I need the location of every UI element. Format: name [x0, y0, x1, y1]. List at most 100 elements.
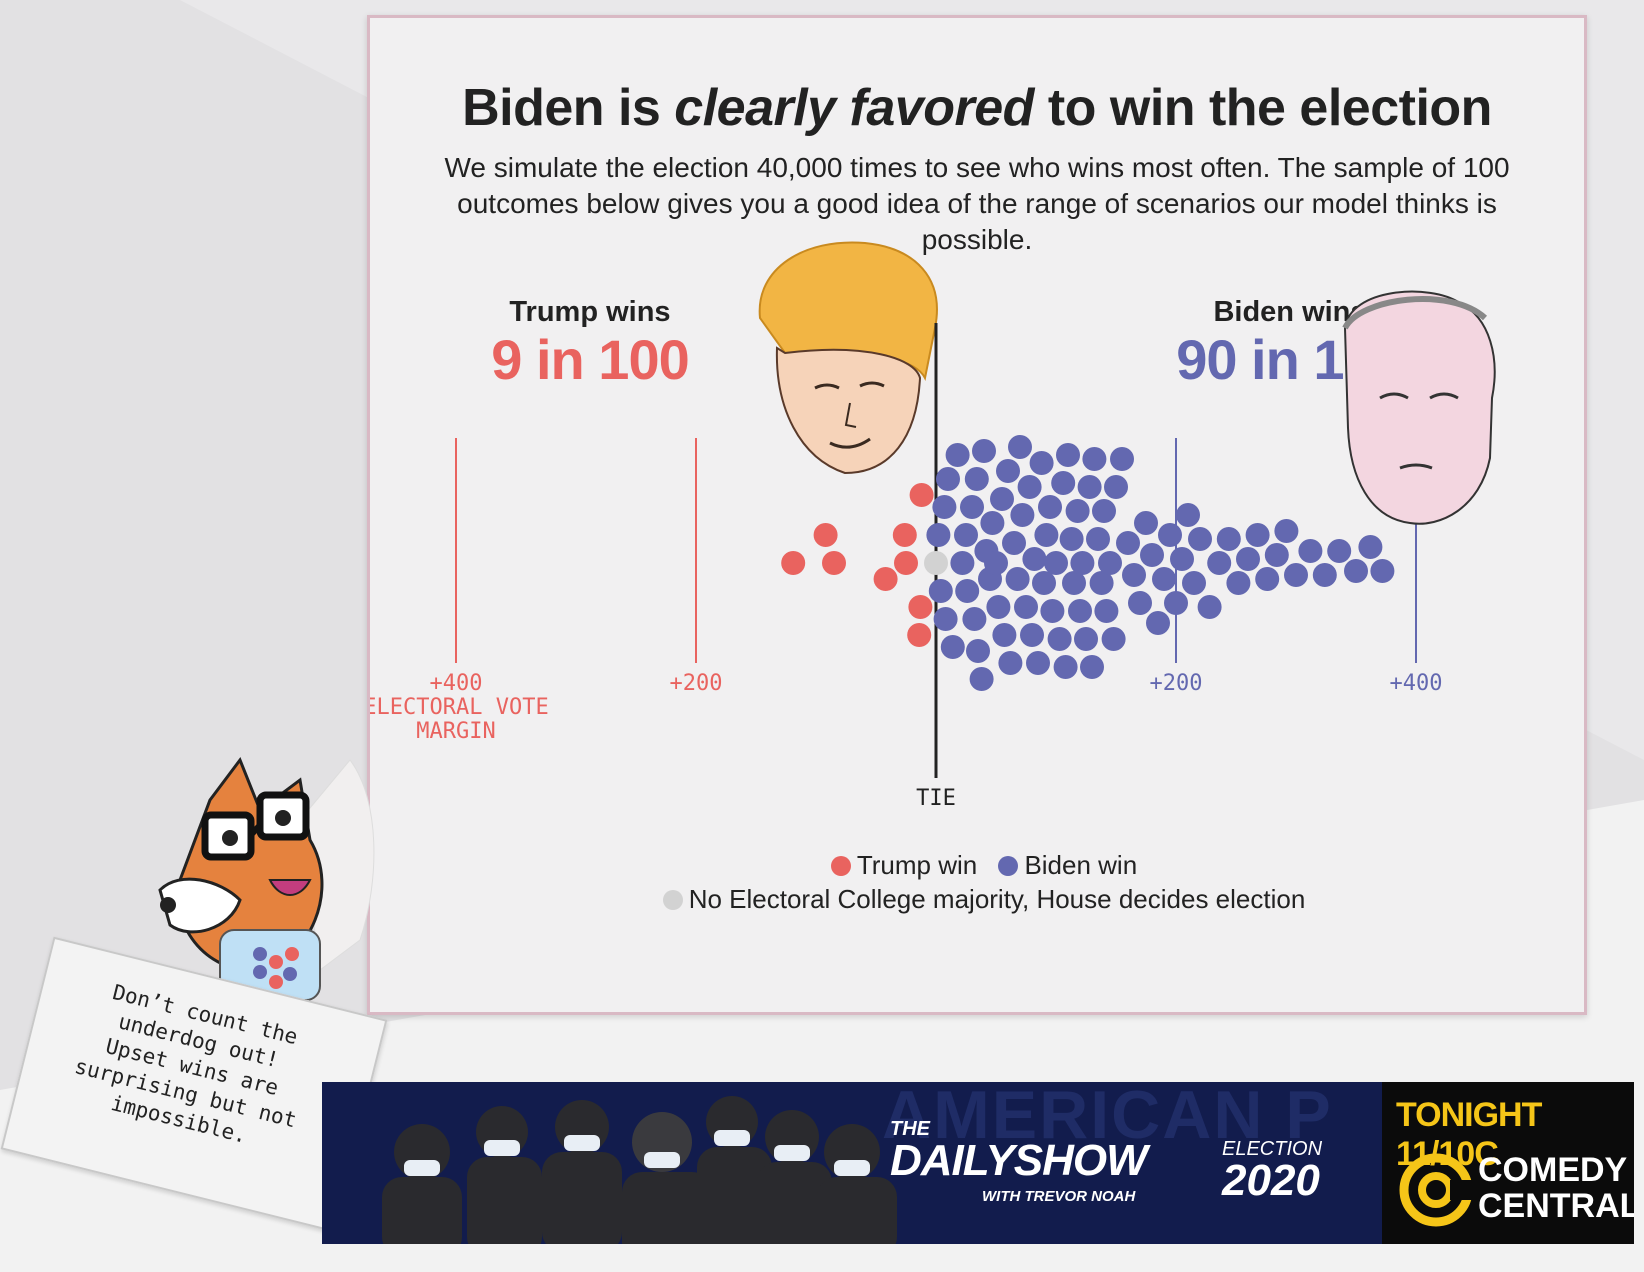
simulation-dot — [1092, 499, 1116, 523]
ad-tonight: TONIGHT 11/10C — [1396, 1096, 1542, 1173]
trump-legend-swatch — [830, 856, 851, 876]
simulation-dot — [1110, 447, 1134, 471]
ad-background-text: AMERICAN P — [882, 1082, 1333, 1153]
simulation-dot — [1245, 523, 1270, 547]
simulation-dot — [1068, 599, 1092, 623]
simulation-dot — [1065, 499, 1090, 523]
simulation-dot — [972, 439, 996, 463]
simulation-dot — [1010, 503, 1035, 527]
simulation-dot — [966, 639, 990, 663]
simulation-dot — [1255, 567, 1280, 591]
tick-label: +400 — [430, 671, 483, 696]
simulation-dot — [1344, 559, 1368, 583]
simulation-dot — [1164, 591, 1188, 615]
simulation-dot — [908, 595, 933, 619]
simulation-dot — [1074, 627, 1098, 651]
simulation-dot — [950, 551, 975, 575]
simulation-dot — [936, 467, 960, 491]
simulation-dot — [1056, 443, 1080, 467]
simulation-dot — [940, 635, 965, 659]
simulation-dot — [1122, 563, 1146, 587]
simulation-dot — [1116, 531, 1140, 555]
simulation-dot — [955, 579, 980, 603]
trump-wins-label: Trump wins — [509, 296, 671, 328]
simulation-dot — [1216, 527, 1241, 551]
simulation-dot — [1152, 567, 1176, 591]
simulation-dot — [1284, 563, 1308, 587]
simulation-dot — [1017, 475, 1042, 499]
simulation-dot — [992, 623, 1017, 647]
simulation-dot — [926, 523, 951, 547]
simulation-dot — [1008, 435, 1032, 459]
legend-row-2: No Electoral College majority, House dec… — [370, 884, 1584, 915]
forecast-card: Biden is clearly favored to win the elec… — [367, 15, 1587, 1015]
simulation-dot — [1197, 595, 1222, 619]
simulation-dot — [1094, 599, 1119, 623]
simulation-dot — [984, 551, 1008, 575]
simulation-dot — [1128, 591, 1152, 615]
biden-caricature — [1342, 290, 1496, 525]
axis-caption: MARGIN — [416, 719, 495, 744]
simulation-dot — [1077, 475, 1102, 499]
simulation-dot — [1298, 539, 1323, 563]
ad-brand: DAILYSHOW — [890, 1136, 1148, 1185]
simulation-dot — [945, 443, 970, 467]
simulation-dot — [1005, 567, 1030, 591]
ad-year: 2020 — [1222, 1156, 1320, 1205]
simulation-dot — [1158, 523, 1182, 547]
simulation-dot — [1146, 611, 1170, 635]
simulation-dot — [1059, 527, 1084, 551]
ad-network-2: CENTRAL — [1478, 1187, 1634, 1225]
simulation-dot — [1022, 547, 1047, 571]
simulation-dot — [1140, 543, 1164, 567]
simulation-dot — [932, 495, 957, 519]
simulation-dot — [1226, 571, 1251, 595]
ad-host: WITH TREVOR NOAH — [982, 1188, 1136, 1205]
simulation-dot — [1044, 551, 1068, 575]
simulation-dot — [1029, 451, 1054, 475]
simulation-dot — [894, 551, 918, 575]
ad-network-panel: TONIGHT 11/10C COMEDY CENTRAL — [1382, 1082, 1634, 1244]
simulation-dot — [933, 607, 958, 631]
simulation-dot — [1082, 447, 1107, 471]
simulation-dot — [960, 495, 984, 519]
simulation-dot — [1070, 551, 1095, 575]
simulation-dot — [892, 523, 917, 547]
simulation-dot — [1358, 535, 1383, 559]
subtitle: We simulate the election 40,000 times to… — [444, 152, 1510, 255]
simulation-dot — [1182, 571, 1206, 595]
simulation-dot — [1170, 547, 1194, 571]
simulation-dot — [1327, 539, 1352, 563]
simulation-dot — [990, 487, 1014, 511]
simulation-dot — [998, 651, 1023, 675]
simulation-dot — [1026, 651, 1050, 675]
tick-label: +400 — [1390, 671, 1443, 696]
simulation-dot — [1047, 627, 1072, 651]
simulation-dot — [928, 579, 953, 603]
simulation-dot — [1002, 531, 1026, 555]
ad-the: THE — [890, 1118, 930, 1140]
simulation-dot — [1032, 571, 1056, 595]
simulation-dot — [1188, 527, 1212, 551]
ad-cast-silhouettes — [382, 1096, 897, 1244]
simulation-dot — [1370, 559, 1395, 583]
simulation-dot — [1086, 527, 1110, 551]
trump-caricature — [758, 241, 938, 475]
house-legend-label: No Electoral College majority, House dec… — [688, 884, 1306, 914]
simulation-dot — [962, 607, 987, 631]
simulation-dot — [980, 511, 1005, 535]
simulation-dot — [1034, 523, 1059, 547]
daily-show-ad[interactable]: AMERICAN P THE DAILYSHOW WITH TREVOR NOA… — [322, 1082, 1634, 1244]
page-title: Biden is clearly favored to win the elec… — [462, 79, 1492, 137]
tick-label: TIE — [916, 786, 956, 811]
simulation-dot — [1312, 563, 1337, 587]
simulation-dot — [1176, 503, 1200, 527]
tick-label: +200 — [1150, 671, 1203, 696]
simulation-dot — [954, 523, 978, 547]
simulation-dot — [909, 483, 934, 507]
simulation-dot — [907, 623, 932, 647]
simulation-dot — [813, 523, 838, 547]
trump-legend-label: Trump win — [856, 850, 978, 880]
comedy-central-logo-icon — [1399, 1153, 1476, 1227]
